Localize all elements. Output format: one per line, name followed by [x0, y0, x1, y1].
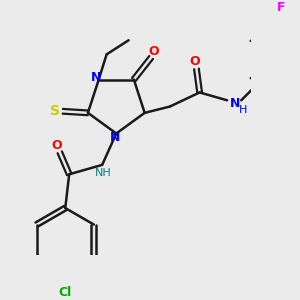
Text: F: F: [277, 1, 286, 14]
Text: S: S: [50, 104, 60, 118]
Text: N: N: [110, 131, 121, 144]
Text: Cl: Cl: [58, 286, 72, 299]
Text: O: O: [148, 45, 159, 58]
Text: H: H: [238, 105, 247, 115]
Text: N: N: [230, 97, 240, 110]
Text: N: N: [90, 70, 101, 84]
Text: O: O: [190, 55, 200, 68]
Text: O: O: [51, 139, 62, 152]
Text: NH: NH: [95, 168, 112, 178]
